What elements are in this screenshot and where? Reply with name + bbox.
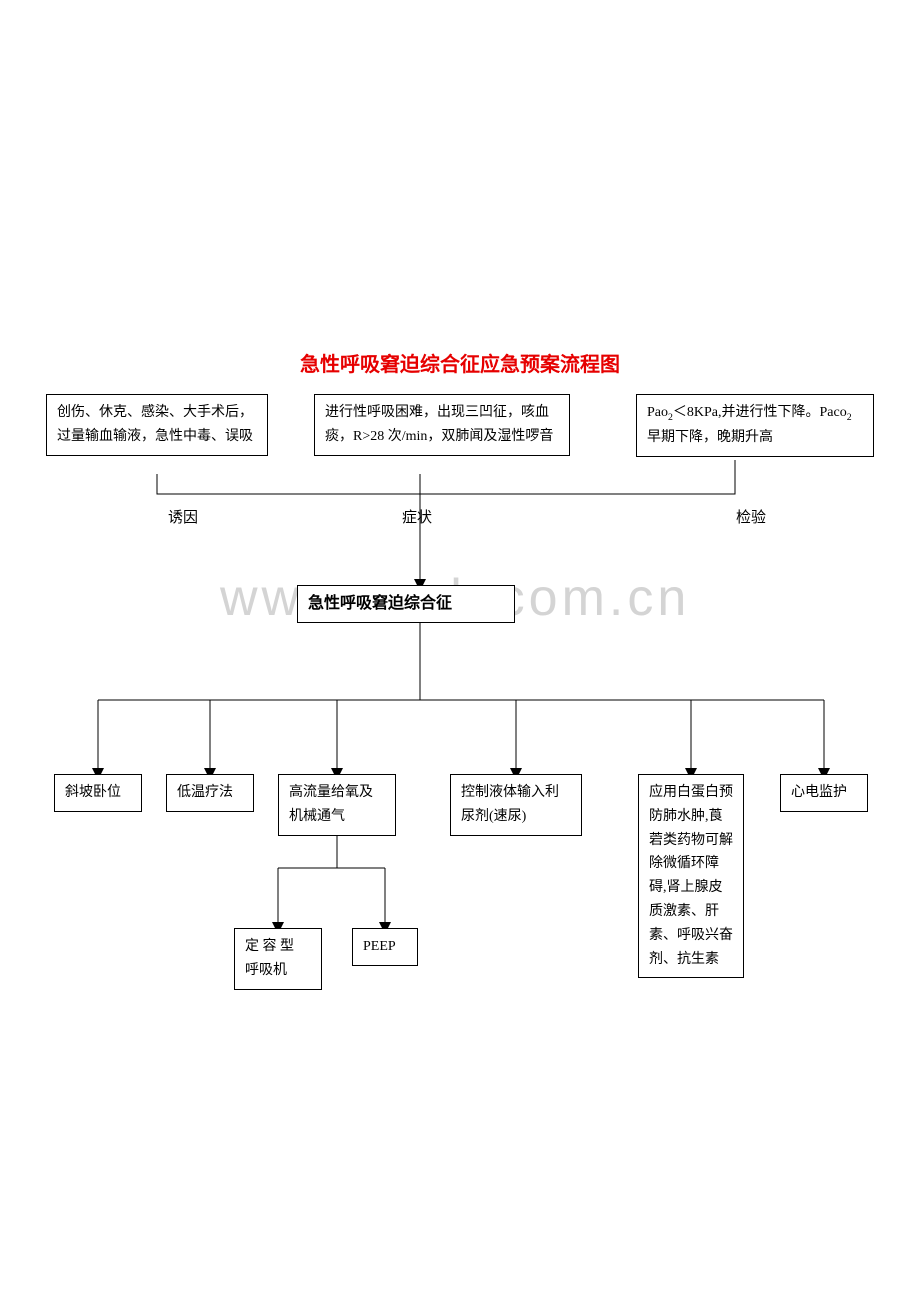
- node-diagnosis: 急性呼吸窘迫综合征: [297, 585, 515, 623]
- node-text: 创伤、休克、感染、大手术后，过量输血输液，急性中毒、误吸: [57, 405, 253, 444]
- node-text: 斜坡卧位: [65, 785, 121, 800]
- node-text: 高流量给氧及机械通气: [289, 785, 373, 824]
- node-text: 进行性呼吸困难，出现三凹征，咳血痰，R>28 次/min，双肺闻及湿性啰音: [325, 405, 553, 444]
- node-cause: 创伤、休克、感染、大手术后，过量输血输液，急性中毒、误吸: [46, 394, 268, 456]
- node-text: 控制液体输入利尿剂(速尿): [461, 785, 559, 824]
- label-test: 检验: [736, 506, 766, 527]
- label-cause: 诱因: [168, 506, 198, 527]
- label-symptom: 症状: [402, 506, 432, 527]
- node-symptom: 进行性呼吸困难，出现三凹征，咳血痰，R>28 次/min，双肺闻及湿性啰音: [314, 394, 570, 456]
- node-fluid: 控制液体输入利尿剂(速尿): [450, 774, 582, 836]
- node-hypothermia: 低温疗法: [166, 774, 254, 812]
- node-text: 急性呼吸窘迫综合征: [308, 595, 452, 612]
- node-text: PEEP: [363, 939, 396, 954]
- node-test: Pao2＜8KPa,并进行性下降。Paco2 早期下降，晚期升高: [636, 394, 874, 457]
- node-text: 低温疗法: [177, 785, 233, 800]
- node-drugs: 应用白蛋白预防肺水肿,莨菪类药物可解除微循环障碍,肾上腺皮质激素、肝素、呼吸兴奋…: [638, 774, 744, 978]
- node-text: 应用白蛋白预防肺水肿,莨菪类药物可解除微循环障碍,肾上腺皮质激素、肝素、呼吸兴奋…: [649, 785, 733, 967]
- node-peep: PEEP: [352, 928, 418, 966]
- node-text: 心电监护: [791, 785, 847, 800]
- node-oxygen: 高流量给氧及机械通气: [278, 774, 396, 836]
- node-ventilator: 定 容 型 呼吸机: [234, 928, 322, 990]
- node-posture: 斜坡卧位: [54, 774, 142, 812]
- node-text: Pao2＜8KPa,并进行性下降。Paco2 早期下降，晚期升高: [647, 405, 852, 445]
- connector-lines: [0, 0, 920, 1302]
- flowchart-canvas: www.zxxk.com.cn 急性呼吸窘迫综合征应急预案流程图 创伤、休克、感…: [0, 0, 920, 1302]
- node-ecg: 心电监护: [780, 774, 868, 812]
- node-text: 定 容 型 呼吸机: [245, 939, 294, 978]
